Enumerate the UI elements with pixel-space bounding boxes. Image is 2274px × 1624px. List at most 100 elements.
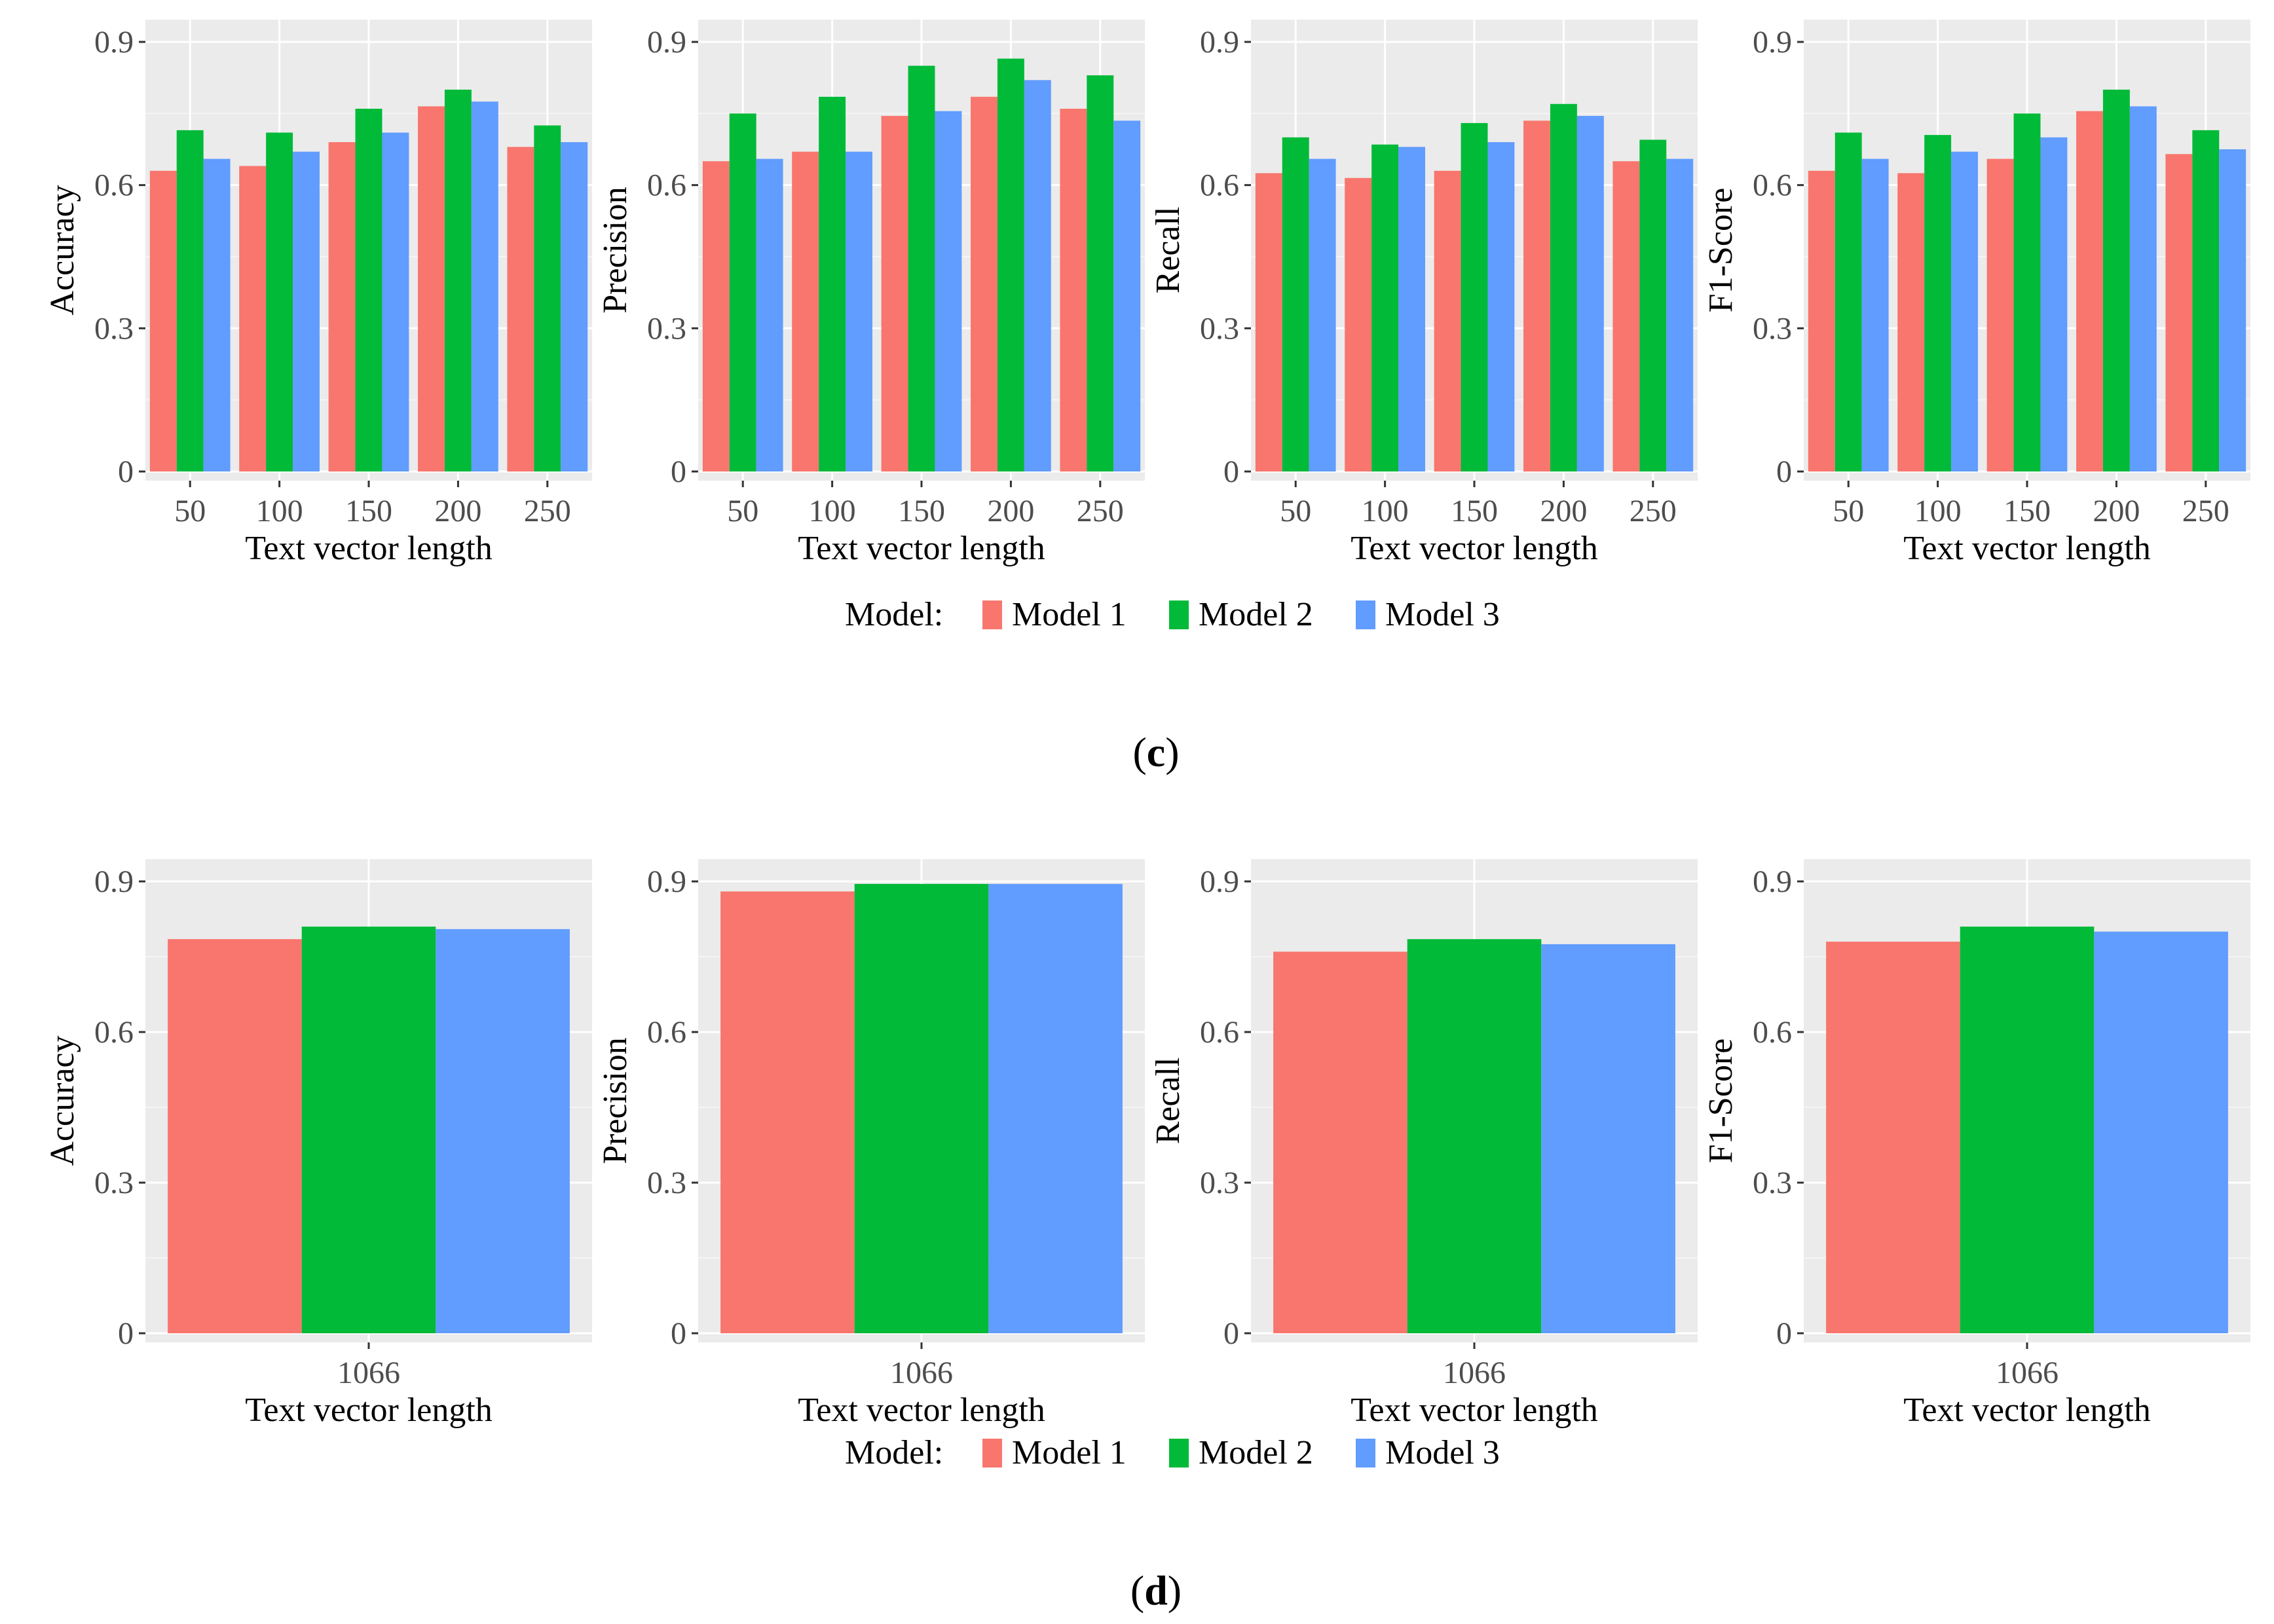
bar-model-3-250 bbox=[1666, 158, 1694, 472]
bar-model-3-150 bbox=[2040, 137, 2068, 471]
legend-label-model-1: Model 1 bbox=[1012, 596, 1127, 633]
bar-model-2-250 bbox=[534, 125, 561, 472]
chart-c-accuracy: 0 0.3 0.6 0.9 50 100 150 200 250 Text vector leng… bbox=[44, 20, 592, 567]
bar-model-2-250 bbox=[2192, 130, 2220, 471]
bar-model-3-250 bbox=[1113, 120, 1141, 471]
y-tick-label: 0.3 bbox=[647, 311, 686, 346]
bar-model-3-150 bbox=[382, 132, 409, 471]
legend-label-model-2: Model 2 bbox=[1199, 596, 1313, 633]
bar-model-2-100 bbox=[1371, 144, 1399, 471]
bar-model-1-250 bbox=[2165, 154, 2193, 472]
bar-model-1-1066 bbox=[1273, 951, 1407, 1333]
bar-model-2-100 bbox=[819, 96, 846, 472]
y-tick-label: 0.6 bbox=[94, 168, 134, 203]
bar-model-1-250 bbox=[1060, 109, 1087, 472]
bar-model-3-200 bbox=[1024, 80, 1051, 472]
bar-model-1-100 bbox=[792, 151, 819, 471]
bar-model-1-250 bbox=[1612, 161, 1640, 471]
bar-model-1-200 bbox=[2076, 111, 2103, 471]
y-axis-title: Precision bbox=[597, 1037, 634, 1164]
legend-key-model-2 bbox=[1169, 600, 1189, 629]
bar-model-2-50 bbox=[176, 130, 204, 471]
legend-label-model-2: Model 2 bbox=[1199, 1434, 1313, 1471]
x-tick-label: 200 bbox=[2093, 494, 2140, 528]
bar-model-1-250 bbox=[507, 147, 534, 471]
legend-label-model-1: Model 1 bbox=[1012, 1434, 1127, 1471]
x-tick-label: 250 bbox=[2182, 494, 2229, 528]
bar-model-2-200 bbox=[2102, 89, 2130, 471]
x-tick-label: 50 bbox=[727, 494, 758, 528]
x-tick-label: 100 bbox=[256, 494, 303, 528]
bar-model-2-100 bbox=[1924, 135, 1952, 472]
y-tick-label: 0.3 bbox=[647, 1166, 686, 1200]
y-tick-label: 0.9 bbox=[1200, 864, 1239, 899]
y-tick-label: 0.3 bbox=[1200, 1166, 1239, 1200]
bar-model-3-150 bbox=[935, 111, 962, 471]
bar-model-1-200 bbox=[971, 96, 997, 472]
bar-model-1-150 bbox=[328, 142, 356, 472]
bar-model-3-1066 bbox=[436, 929, 570, 1333]
x-axis-title: Text vector length bbox=[1903, 1392, 2151, 1429]
x-tick-label: 150 bbox=[345, 494, 392, 528]
bar-model-1-150 bbox=[1434, 170, 1461, 471]
y-axis-title: Accuracy bbox=[44, 185, 81, 315]
bar-model-2-150 bbox=[2013, 113, 2041, 472]
legend-title: Model: bbox=[845, 596, 943, 633]
legend-c: Model: Model 1 Model 2 Model 3 bbox=[845, 596, 1500, 633]
bar-model-2-200 bbox=[1550, 103, 1577, 471]
bar-model-2-50 bbox=[1835, 132, 1862, 471]
bar-model-1-50 bbox=[1255, 173, 1282, 471]
bar-model-3-250 bbox=[561, 142, 588, 472]
y-tick-label: 0.9 bbox=[94, 864, 134, 899]
y-axis-title: F1-Score bbox=[1702, 188, 1740, 313]
panel-label-c: (c) bbox=[1132, 729, 1179, 775]
x-tick-label: 1066 bbox=[1996, 1356, 2059, 1390]
x-tick-label: 1066 bbox=[1443, 1356, 1506, 1390]
bar-model-1-1066 bbox=[1826, 942, 1960, 1333]
bar-model-2-1066 bbox=[1407, 939, 1542, 1333]
panel-label-c-letter: c bbox=[1147, 729, 1165, 775]
bar-model-1-1066 bbox=[168, 939, 302, 1333]
bar-model-2-150 bbox=[355, 109, 382, 472]
chart-c-recall: 0 0.3 0.6 0.9 50 100 150 200 250 Text vector leng… bbox=[1149, 20, 1698, 567]
y-tick-label: 0.6 bbox=[1200, 1015, 1239, 1050]
y-tick-label: 0.6 bbox=[647, 168, 686, 203]
y-tick-label: 0 bbox=[1776, 454, 1792, 489]
y-axis-title: Precision bbox=[597, 187, 634, 314]
x-axis-title: Text vector length bbox=[798, 1392, 1045, 1429]
bar-model-3-100 bbox=[293, 151, 320, 471]
legend-key-model-1 bbox=[982, 1439, 1002, 1467]
bar-model-2-250 bbox=[1639, 139, 1667, 471]
y-tick-label: 0.9 bbox=[1753, 864, 1792, 899]
x-tick-label: 250 bbox=[1077, 494, 1124, 528]
bar-model-1-100 bbox=[1897, 173, 1925, 471]
legend-key-model-3 bbox=[1356, 600, 1375, 629]
x-tick-label: 200 bbox=[987, 494, 1034, 528]
legend-label-model-3: Model 3 bbox=[1385, 1434, 1500, 1471]
x-tick-label: 100 bbox=[809, 494, 856, 528]
bar-model-3-100 bbox=[846, 151, 872, 471]
legend-key-model-3 bbox=[1356, 1439, 1375, 1467]
y-tick-label: 0 bbox=[671, 454, 686, 489]
x-tick-label: 250 bbox=[524, 494, 571, 528]
legend-d: Model: Model 1 Model 2 Model 3 bbox=[845, 1434, 1500, 1471]
bar-model-1-100 bbox=[239, 166, 267, 471]
bar-model-3-200 bbox=[2129, 106, 2157, 471]
bar-model-2-150 bbox=[908, 65, 935, 471]
y-tick-label: 0.6 bbox=[1753, 168, 1792, 203]
y-axis-title: Accuracy bbox=[44, 1035, 81, 1166]
y-tick-label: 0.3 bbox=[1753, 311, 1792, 346]
bar-model-3-200 bbox=[1576, 115, 1604, 471]
bar-model-1-50 bbox=[1808, 170, 1835, 471]
bar-model-2-1066 bbox=[1960, 927, 2095, 1333]
x-tick-label: 50 bbox=[1833, 494, 1864, 528]
bar-model-1-150 bbox=[1986, 158, 2014, 472]
y-tick-label: 0.9 bbox=[94, 25, 134, 60]
bar-model-2-50 bbox=[1282, 137, 1309, 471]
bar-model-3-50 bbox=[203, 158, 231, 472]
y-tick-label: 0.9 bbox=[1753, 25, 1792, 60]
y-tick-label: 0 bbox=[1223, 454, 1239, 489]
charts-layer: 0 0.3 0.6 0.9 50 100 150 200 250 Text vector leng… bbox=[44, 20, 2250, 1429]
